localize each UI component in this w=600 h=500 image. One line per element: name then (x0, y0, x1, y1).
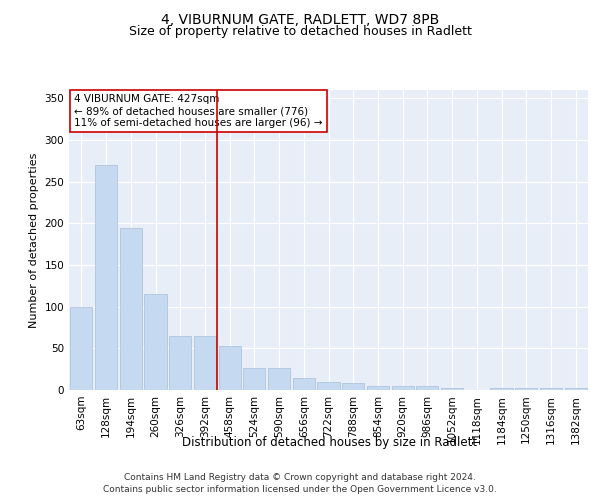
Text: Contains public sector information licensed under the Open Government Licence v3: Contains public sector information licen… (103, 484, 497, 494)
Text: Distribution of detached houses by size in Radlett: Distribution of detached houses by size … (182, 436, 478, 449)
Text: Size of property relative to detached houses in Radlett: Size of property relative to detached ho… (128, 25, 472, 38)
Bar (392, 386, 414, 390)
Bar (342, 384, 364, 390)
Bar (367, 386, 389, 390)
Bar (441, 388, 463, 390)
Bar (540, 388, 562, 390)
Bar (169, 336, 191, 390)
Bar (416, 386, 439, 390)
Bar (565, 388, 587, 390)
Bar (218, 346, 241, 390)
Text: 4 VIBURNUM GATE: 427sqm
← 89% of detached houses are smaller (776)
11% of semi-d: 4 VIBURNUM GATE: 427sqm ← 89% of detache… (74, 94, 323, 128)
Bar (515, 388, 538, 390)
Bar (70, 306, 92, 390)
Bar (317, 382, 340, 390)
Bar (490, 388, 512, 390)
Bar (95, 165, 117, 390)
Bar (243, 368, 265, 390)
Bar (119, 228, 142, 390)
Text: Contains HM Land Registry data © Crown copyright and database right 2024.: Contains HM Land Registry data © Crown c… (124, 473, 476, 482)
Bar (194, 336, 216, 390)
Bar (268, 368, 290, 390)
Bar (293, 378, 315, 390)
Y-axis label: Number of detached properties: Number of detached properties (29, 152, 39, 328)
Bar (145, 294, 167, 390)
Text: 4, VIBURNUM GATE, RADLETT, WD7 8PB: 4, VIBURNUM GATE, RADLETT, WD7 8PB (161, 12, 439, 26)
